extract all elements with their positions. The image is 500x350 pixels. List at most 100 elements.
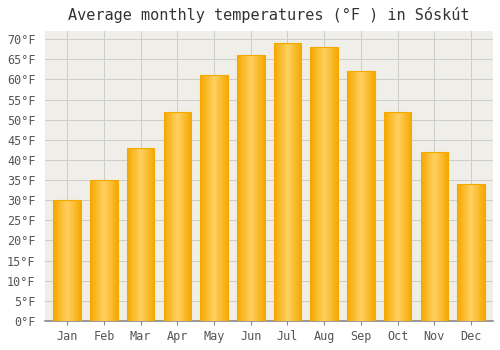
Bar (274, 43, 301, 321)
Bar (142, 148, 143, 321)
Bar (359, 71, 360, 321)
Title: Average monthly temperatures (°F ) in Sóskút: Average monthly temperatures (°F ) in Só… (68, 7, 470, 23)
Bar (372, 71, 373, 321)
Bar (262, 55, 263, 321)
Bar (176, 112, 177, 321)
Bar (471, 184, 472, 321)
Bar (116, 180, 117, 321)
Bar (243, 55, 244, 321)
Bar (360, 71, 361, 321)
Bar (202, 75, 203, 321)
Bar (400, 112, 401, 321)
Bar (386, 112, 387, 321)
Bar (431, 152, 432, 321)
Bar (404, 112, 405, 321)
Bar (183, 112, 184, 321)
Bar (447, 152, 448, 321)
Bar (219, 75, 220, 321)
Bar (91, 180, 92, 321)
Bar (240, 55, 241, 321)
Bar (396, 112, 397, 321)
Bar (433, 152, 434, 321)
Bar (424, 152, 425, 321)
Bar (55, 200, 56, 321)
Bar (115, 180, 116, 321)
Bar (401, 112, 402, 321)
Bar (463, 184, 464, 321)
Bar (255, 55, 256, 321)
Bar (293, 43, 294, 321)
Bar (410, 112, 411, 321)
Bar (430, 152, 431, 321)
Bar (335, 47, 336, 321)
Bar (54, 200, 81, 321)
Bar (282, 43, 283, 321)
Bar (152, 148, 154, 321)
Bar (361, 71, 362, 321)
Bar (300, 43, 301, 321)
Bar (352, 71, 353, 321)
Bar (462, 184, 463, 321)
Bar (246, 55, 247, 321)
Bar (299, 43, 300, 321)
Bar (362, 71, 363, 321)
Bar (295, 43, 296, 321)
Bar (368, 71, 369, 321)
Bar (393, 112, 394, 321)
Bar (63, 200, 64, 321)
Bar (151, 148, 152, 321)
Bar (187, 112, 188, 321)
Bar (248, 55, 249, 321)
Bar (402, 112, 403, 321)
Bar (225, 75, 226, 321)
Bar (107, 180, 108, 321)
Bar (427, 152, 428, 321)
Bar (140, 148, 141, 321)
Bar (278, 43, 279, 321)
Bar (220, 75, 221, 321)
Bar (74, 200, 75, 321)
Bar (106, 180, 107, 321)
Bar (324, 47, 326, 321)
Bar (201, 75, 202, 321)
Bar (174, 112, 175, 321)
Bar (283, 43, 284, 321)
Bar (289, 43, 290, 321)
Bar (128, 148, 129, 321)
Bar (310, 47, 338, 321)
Bar (326, 47, 327, 321)
Bar (279, 43, 280, 321)
Bar (261, 55, 262, 321)
Bar (258, 55, 259, 321)
Bar (334, 47, 335, 321)
Bar (298, 43, 299, 321)
Bar (353, 71, 354, 321)
Bar (358, 71, 359, 321)
Bar (317, 47, 318, 321)
Bar (390, 112, 391, 321)
Bar (328, 47, 329, 321)
Bar (443, 152, 444, 321)
Bar (421, 152, 422, 321)
Bar (164, 112, 165, 321)
Bar (314, 47, 315, 321)
Bar (254, 55, 255, 321)
Bar (169, 112, 170, 321)
Bar (257, 55, 258, 321)
Bar (388, 112, 389, 321)
Bar (458, 184, 459, 321)
Bar (391, 112, 392, 321)
Bar (214, 75, 215, 321)
Bar (274, 43, 275, 321)
Bar (70, 200, 71, 321)
Bar (168, 112, 169, 321)
Bar (247, 55, 248, 321)
Bar (286, 43, 287, 321)
Bar (132, 148, 133, 321)
Bar (310, 47, 311, 321)
Bar (333, 47, 334, 321)
Bar (473, 184, 474, 321)
Bar (167, 112, 168, 321)
Bar (249, 55, 250, 321)
Bar (149, 148, 150, 321)
